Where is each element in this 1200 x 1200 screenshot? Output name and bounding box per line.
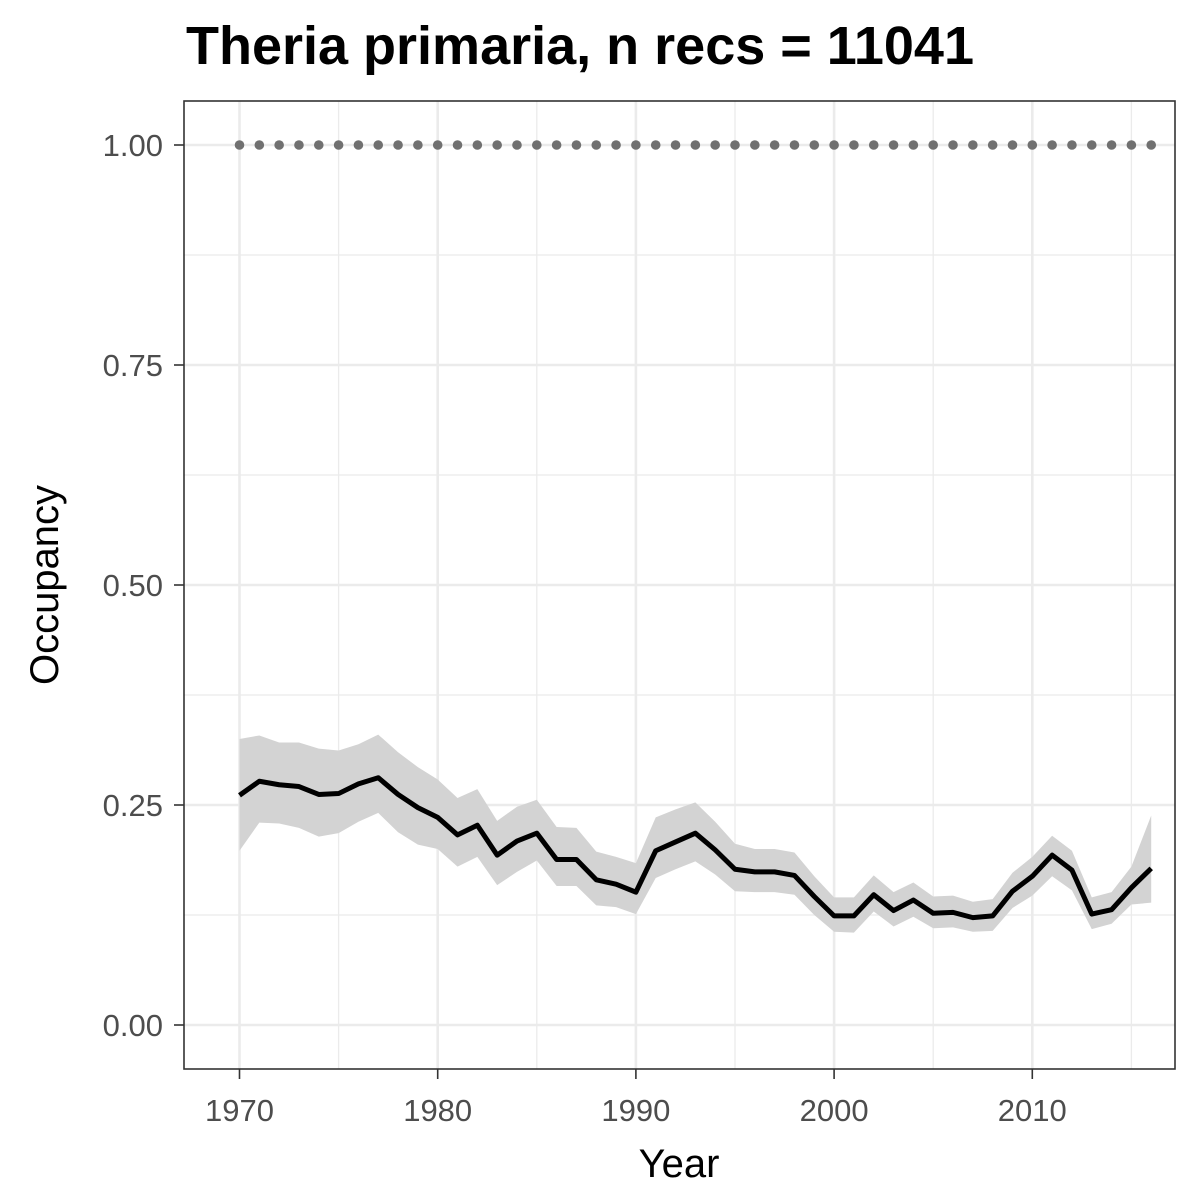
- reference-point: [968, 140, 978, 150]
- reference-point: [650, 140, 661, 150]
- reference-point: [413, 140, 423, 150]
- x-tick-label: 1980: [403, 1093, 472, 1128]
- reference-point: [888, 140, 899, 150]
- reference-point: [551, 140, 562, 150]
- x-axis: 1970 1980 1990 2000 2010: [205, 1069, 1067, 1128]
- reference-point: [1106, 140, 1117, 150]
- y-tick-label: 0.00: [103, 1008, 163, 1043]
- x-tick-label: 2010: [998, 1093, 1067, 1128]
- reference-point: [769, 140, 780, 150]
- y-axis: 0.00 0.25 0.50 0.75 1.00: [103, 128, 184, 1043]
- reference-point: [452, 140, 463, 150]
- y-tick-label: 1.00: [103, 128, 163, 163]
- occupancy-line: [238, 775, 1153, 921]
- reference-point: [829, 140, 839, 150]
- reference-point: [591, 140, 602, 150]
- reference-point: [393, 140, 403, 150]
- reference-point: [1126, 140, 1137, 150]
- reference-point: [1067, 140, 1077, 150]
- reference-point: [690, 140, 701, 150]
- reference-point: [1007, 140, 1018, 150]
- reference-point: [948, 140, 958, 150]
- reference-point: [1027, 140, 1038, 150]
- reference-point: [1086, 140, 1097, 150]
- reference-point: [908, 140, 919, 150]
- estimate-line-layer: [238, 775, 1153, 921]
- reference-point: [928, 140, 938, 150]
- y-tick-label: 0.50: [103, 568, 163, 603]
- reference-point: [313, 140, 324, 150]
- x-tick-label: 2000: [800, 1093, 869, 1128]
- reference-point: [234, 140, 245, 150]
- reference-point: [571, 140, 582, 150]
- reference-point: [750, 140, 760, 150]
- chart-title: Theria primaria, n recs = 11041: [186, 16, 974, 76]
- x-tick-label: 1990: [601, 1093, 670, 1128]
- reference-point: [333, 140, 344, 150]
- reference-point: [373, 140, 384, 150]
- reference-point: [789, 140, 800, 150]
- reference-point: [730, 140, 740, 150]
- reference-point: [710, 140, 720, 150]
- reference-point: [492, 140, 502, 150]
- reference-point: [254, 140, 265, 150]
- reference-point: [1047, 140, 1057, 150]
- y-tick-label: 0.75: [103, 348, 163, 383]
- reference-point: [512, 140, 522, 150]
- y-axis-title: Occupancy: [23, 485, 67, 685]
- reference-point: [472, 140, 483, 150]
- reference-point: [809, 140, 820, 150]
- reference-point: [1146, 140, 1157, 150]
- reference-point: [987, 140, 998, 150]
- reference-point: [611, 140, 621, 150]
- reference-point: [631, 140, 641, 150]
- reference-point: [432, 140, 443, 150]
- reference-point: [274, 140, 284, 150]
- reference-point: [670, 140, 681, 150]
- reference-point: [532, 140, 542, 150]
- x-tick-label: 1970: [205, 1093, 274, 1128]
- x-axis-title: Year: [639, 1142, 720, 1186]
- reference-point: [849, 140, 859, 150]
- y-tick-label: 0.25: [103, 788, 163, 823]
- reference-point: [868, 140, 879, 150]
- reference-point: [353, 140, 364, 150]
- reference-dots-layer: [234, 140, 1157, 150]
- reference-point: [294, 140, 304, 150]
